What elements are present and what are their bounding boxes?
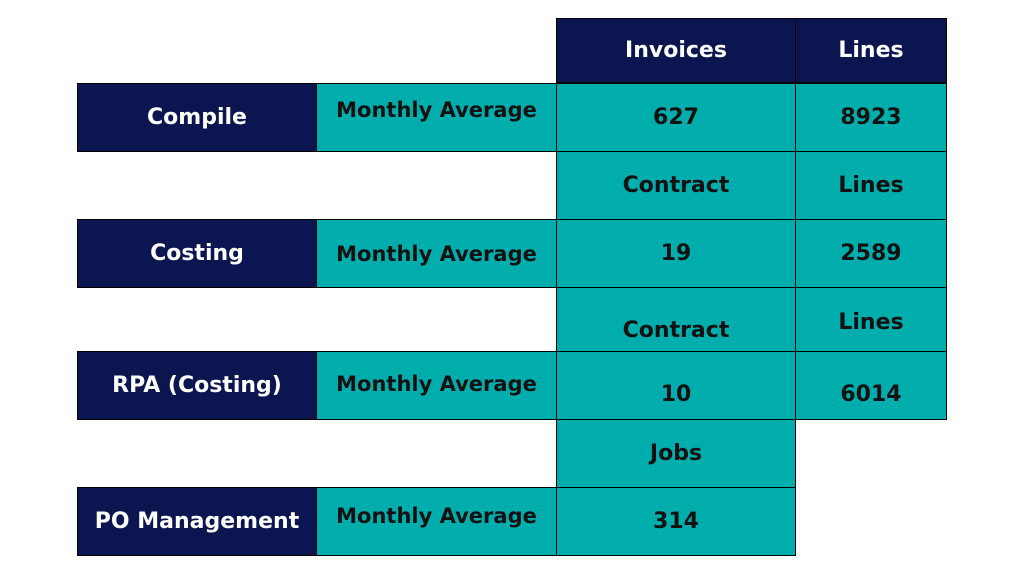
- subheader-label: Lines: [838, 173, 904, 198]
- row-value1-compile: 627: [556, 83, 796, 152]
- subheader-lines-costing: Lines: [795, 151, 947, 220]
- row-value1-label: 627: [653, 105, 699, 130]
- row-value2-label: 8923: [840, 105, 902, 130]
- subheader-contract-costing: Contract: [556, 151, 796, 220]
- row-period-label: Monthly Average: [336, 504, 537, 528]
- subheader-lines-rpa: Lines: [795, 287, 947, 352]
- row-value1-po-management: 314: [556, 487, 796, 556]
- header-lines: Lines: [795, 18, 947, 83]
- row-value1-label: 10: [660, 382, 692, 407]
- row-name-label: PO Management: [94, 509, 300, 534]
- header-invoices: Invoices: [556, 18, 796, 83]
- subheader-label: Contract: [622, 318, 730, 343]
- row-value2-label: 6014: [840, 382, 902, 407]
- subheader-label: Lines: [838, 310, 904, 335]
- subheader-jobs-po: Jobs: [556, 419, 796, 488]
- row-period-compile: Monthly Average: [316, 83, 557, 152]
- row-name-compile: Compile: [77, 83, 317, 152]
- row-period-label: Monthly Average: [336, 98, 537, 122]
- header-invoices-label: Invoices: [625, 38, 727, 63]
- row-period-costing: Monthly Average: [316, 219, 557, 288]
- row-period-rpa-costing: Monthly Average: [316, 351, 557, 420]
- header-lines-label: Lines: [838, 38, 904, 63]
- row-period-label: Monthly Average: [336, 372, 537, 396]
- row-value1-rpa-costing: 10: [556, 351, 796, 420]
- row-value2-compile: 8923: [795, 83, 947, 152]
- row-value2-rpa-costing: 6014: [795, 351, 947, 420]
- row-name-label: RPA (Costing): [112, 373, 282, 398]
- row-value1-costing: 19: [556, 219, 796, 288]
- subheader-contract-rpa: Contract: [556, 287, 796, 352]
- subheader-label: Jobs: [649, 441, 703, 466]
- row-name-label: Compile: [147, 105, 247, 130]
- row-name-costing: Costing: [77, 219, 317, 288]
- row-value2-costing: 2589: [795, 219, 947, 288]
- row-period-label: Monthly Average: [336, 241, 537, 266]
- row-value1-label: 314: [653, 509, 699, 534]
- row-name-label: Costing: [150, 241, 244, 266]
- row-value1-label: 19: [660, 241, 692, 266]
- subheader-label: Contract: [622, 173, 730, 198]
- row-name-rpa-costing: RPA (Costing): [77, 351, 317, 420]
- row-period-po-management: Monthly Average: [316, 487, 557, 556]
- row-name-po-management: PO Management: [77, 487, 317, 556]
- row-value2-label: 2589: [840, 241, 902, 266]
